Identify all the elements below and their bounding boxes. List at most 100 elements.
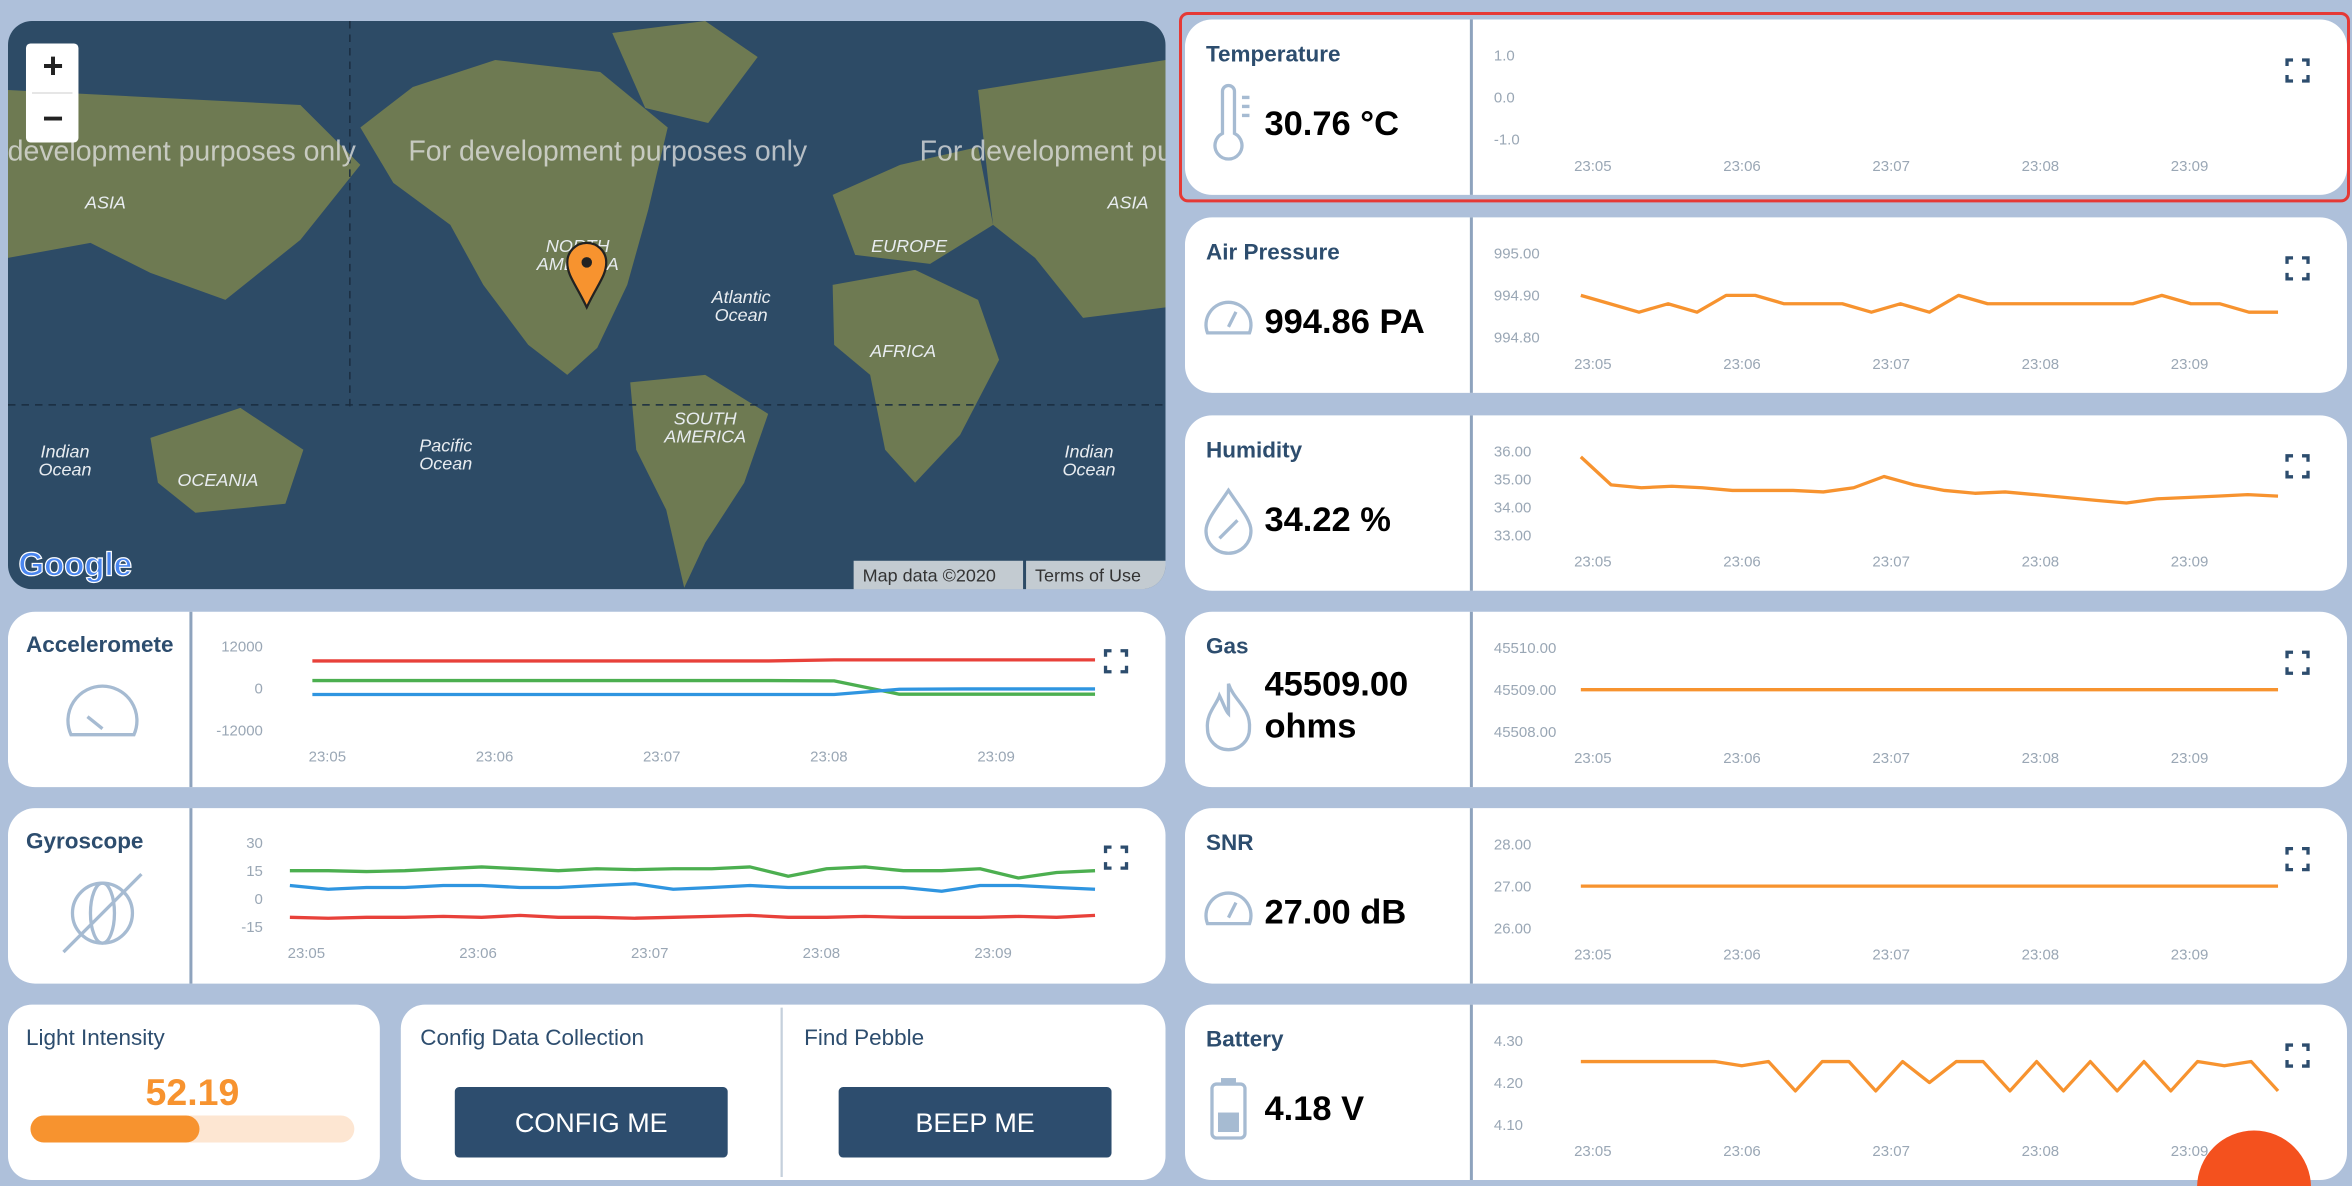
series-line [289,882,1096,893]
expand-corner[interactable] [2302,454,2310,462]
expand-button[interactable] [2285,650,2310,675]
sensor-title: Gas [1206,634,1249,659]
x-tick-label: 23:08 [2022,158,2059,175]
expand-corner[interactable] [1120,862,1129,870]
map-marker[interactable] [566,241,608,311]
x-tick-label: 23:06 [476,749,514,766]
expand-corner[interactable] [2302,650,2310,659]
expand-corner[interactable] [2285,470,2294,479]
expand-button[interactable] [2285,1043,2310,1068]
action-title: Config Data Collection [420,1025,644,1050]
expand-corner[interactable] [2302,1060,2310,1068]
icon [88,881,117,945]
y-tick-label: -12000 [216,722,263,739]
expand-button[interactable] [1103,649,1129,674]
expand-corner[interactable] [2285,846,2294,855]
y-tick-label: 36.00 [1494,444,1532,461]
y-tick-label: -1.0 [1494,132,1520,149]
map-label: Indian Ocean [1063,441,1116,479]
zoom-in[interactable]: + [42,45,63,86]
y-tick-label: 15 [246,863,263,880]
x-tick-label: 23:09 [2171,947,2209,964]
sensor-card [1184,19,2348,195]
expand-corner[interactable] [2285,1060,2294,1068]
expand-corner[interactable] [2285,272,2294,281]
expand-corner[interactable] [2285,1043,2294,1052]
map-logo: Google [18,546,132,583]
expand-corner[interactable] [1103,649,1112,657]
icon [1213,83,1244,161]
expand-corner[interactable] [2302,256,2310,264]
series-line [312,658,1096,663]
series-line [1580,293,2279,314]
icon [66,684,139,737]
x-tick-label: 23:06 [1723,356,1761,373]
icon [1204,891,1253,926]
sensor-reading: 994.86 PA [1264,303,1424,341]
expand-button[interactable] [2285,256,2310,281]
icon [1241,95,1250,118]
series-line [1580,1059,2280,1093]
cards: Temperature 30.76 °C 1.0 0.0 -1.0 23:05 23:06 2… [7,19,2348,1181]
expand-corner[interactable] [2285,256,2294,264]
y-tick-label: 1.0 [1494,48,1515,65]
map-terms[interactable]: Terms of Use [1035,566,1141,586]
button-label[interactable]: BEEP ME [915,1108,1034,1138]
map-label: EUROPE [871,236,948,256]
sensor-title: SNR [1206,830,1253,855]
button-label[interactable]: CONFIG ME [515,1108,668,1138]
motion-card [7,611,1166,788]
expand-corner[interactable] [2285,58,2294,66]
x-tick-label: 23:08 [2022,356,2059,373]
expand-corner[interactable] [1120,649,1129,657]
x-tick-label: 23:06 [1723,750,1761,767]
expand-corner[interactable] [2285,667,2294,675]
y-tick-label: 994.90 [1494,288,1540,305]
map-label: AFRICA [869,341,936,361]
x-tick-label: 23:05 [1574,1143,1612,1160]
expand-corner[interactable] [2285,650,2294,659]
map-label: ASIA [84,192,126,212]
expand-corner[interactable] [2302,667,2310,675]
expand-corner[interactable] [2302,58,2310,66]
expand-button[interactable] [2285,846,2310,872]
x-tick-label: 23:09 [2171,1143,2209,1160]
map-attribution: Map data ©2020 [863,566,996,586]
series-line [312,687,1096,697]
expand-corner[interactable] [1103,665,1112,674]
expand-corner[interactable] [2302,846,2310,855]
expand-corner[interactable] [1103,845,1112,854]
expand-corner[interactable] [2302,470,2310,479]
x-tick-label: 23:06 [1723,554,1761,571]
sensor-card [1184,217,2348,393]
map-label: Pacific Ocean [419,435,472,473]
beep-button[interactable]: BEEP ME [838,1087,1112,1158]
expand-corner[interactable] [2302,1043,2310,1052]
expand-button[interactable] [1103,845,1129,870]
expand-corner[interactable] [2302,863,2310,872]
expand-corner[interactable] [2285,74,2294,83]
config-button[interactable]: CONFIG ME [454,1087,728,1158]
icon [1217,1112,1239,1133]
map-label: ASIA [1107,192,1149,212]
y-tick-label: 4.20 [1494,1075,1523,1092]
expand-corner[interactable] [2302,272,2310,281]
icon [1220,1078,1236,1085]
expand-button[interactable] [2285,454,2310,479]
expand-button[interactable] [2285,58,2310,83]
expand-corner[interactable] [2302,74,2310,83]
expand-corner[interactable] [1120,665,1129,674]
series-line [1579,455,2279,505]
zoom-out[interactable]: − [42,97,63,138]
y-tick-label: 34.00 [1494,500,1532,517]
x-tick-label: 23:07 [1872,356,1910,373]
x-tick-label: 23:06 [1723,158,1761,175]
map-label: SOUTH AMERICA [663,408,746,446]
expand-corner[interactable] [1120,845,1129,854]
expand-corner[interactable] [1103,862,1112,870]
map-label: OCEANIA [177,470,258,490]
expand-corner[interactable] [2285,863,2294,872]
x-tick-label: 23:08 [2022,1143,2059,1160]
fab-button[interactable] [2197,1130,2311,1186]
expand-corner[interactable] [2285,454,2294,462]
